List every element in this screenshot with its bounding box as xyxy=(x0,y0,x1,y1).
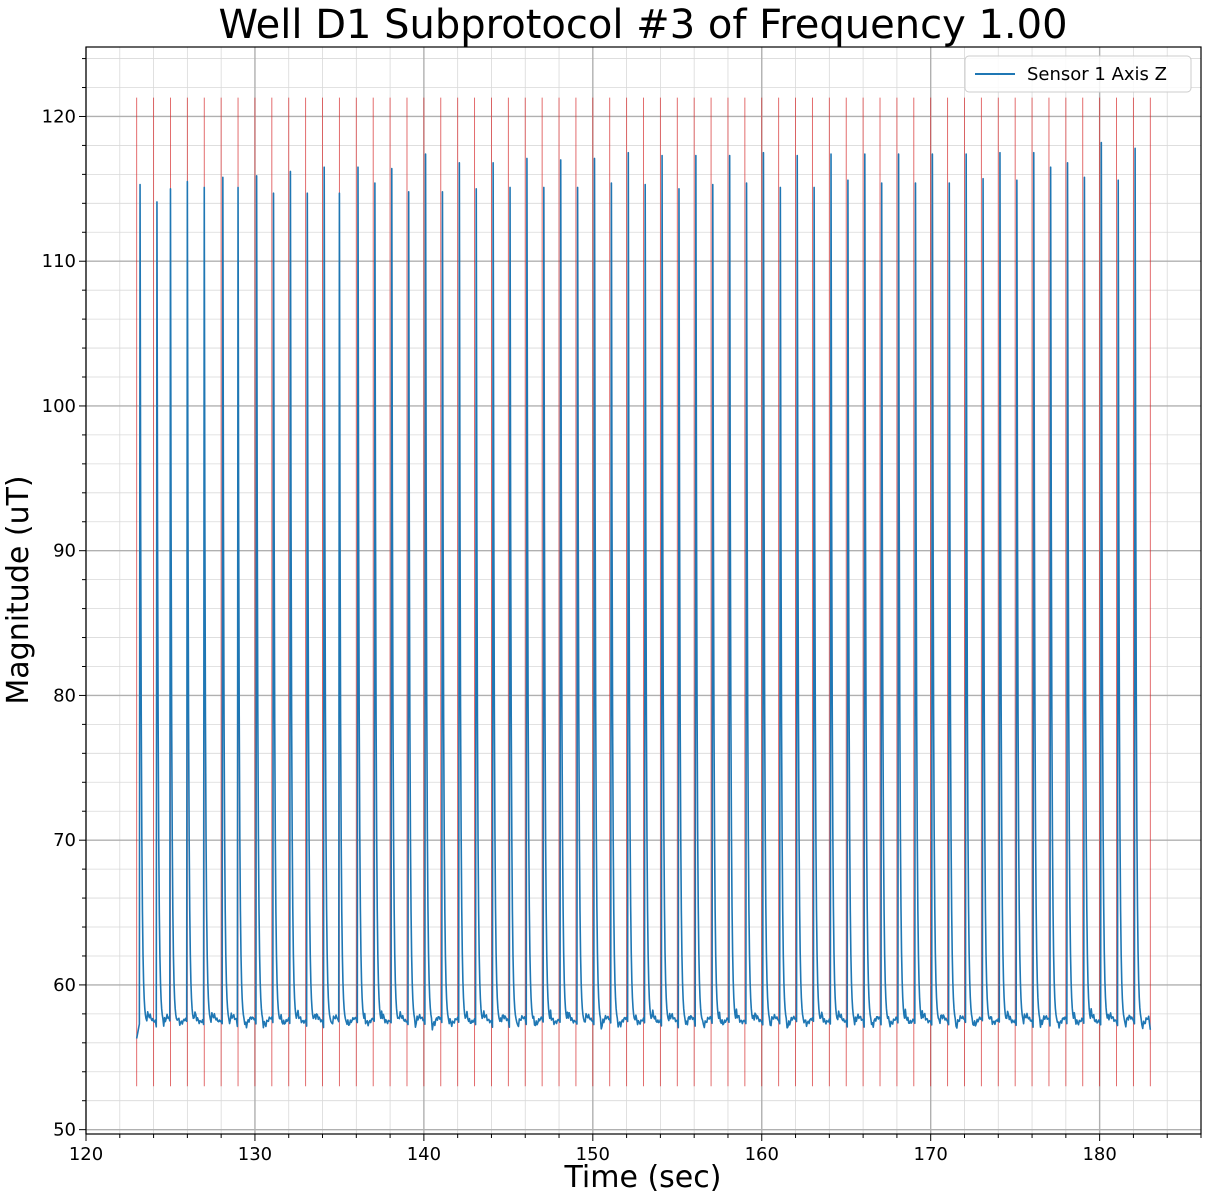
stimulus-markers xyxy=(136,97,1151,1087)
legend-box xyxy=(964,55,1192,93)
axis-ticks xyxy=(79,58,1202,1141)
y-tick-label: 120 xyxy=(42,106,76,127)
legend: Sensor 1 Axis Z xyxy=(964,55,1192,93)
x-tick-label: 120 xyxy=(69,1144,103,1165)
chart-title: Well D1 Subprotocol #3 of Frequency 1.00 xyxy=(218,2,1067,48)
y-tick-label: 50 xyxy=(53,1120,76,1141)
series-line-sensor-1-axis-z xyxy=(135,141,1152,1039)
legend-label: Sensor 1 Axis Z xyxy=(1027,64,1167,85)
plot-frame xyxy=(85,46,1202,1135)
series-layer xyxy=(135,141,1152,1039)
x-tick-labels: 120 130 140 150 160 170 180 xyxy=(69,1144,1117,1165)
y-tick-label: 90 xyxy=(53,541,76,562)
y-tick-label: 60 xyxy=(53,975,76,996)
y-axis-label: Magnitude (uT) xyxy=(1,475,36,704)
x-tick-label: 180 xyxy=(1082,1144,1116,1165)
y-tick-labels: 50 60 70 80 90 100 110 120 xyxy=(42,106,76,1140)
y-tick-label: 70 xyxy=(53,830,76,851)
x-tick-label: 130 xyxy=(238,1144,272,1165)
y-tick-label: 80 xyxy=(53,685,76,706)
x-tick-label: 170 xyxy=(914,1144,948,1165)
x-tick-label: 140 xyxy=(407,1144,441,1165)
y-tick-label: 100 xyxy=(42,396,76,417)
x-tick-label: 150 xyxy=(576,1144,610,1165)
y-tick-label: 110 xyxy=(42,251,76,272)
x-axis-label: Time (sec) xyxy=(564,1160,722,1195)
x-tick-label: 160 xyxy=(745,1144,779,1165)
